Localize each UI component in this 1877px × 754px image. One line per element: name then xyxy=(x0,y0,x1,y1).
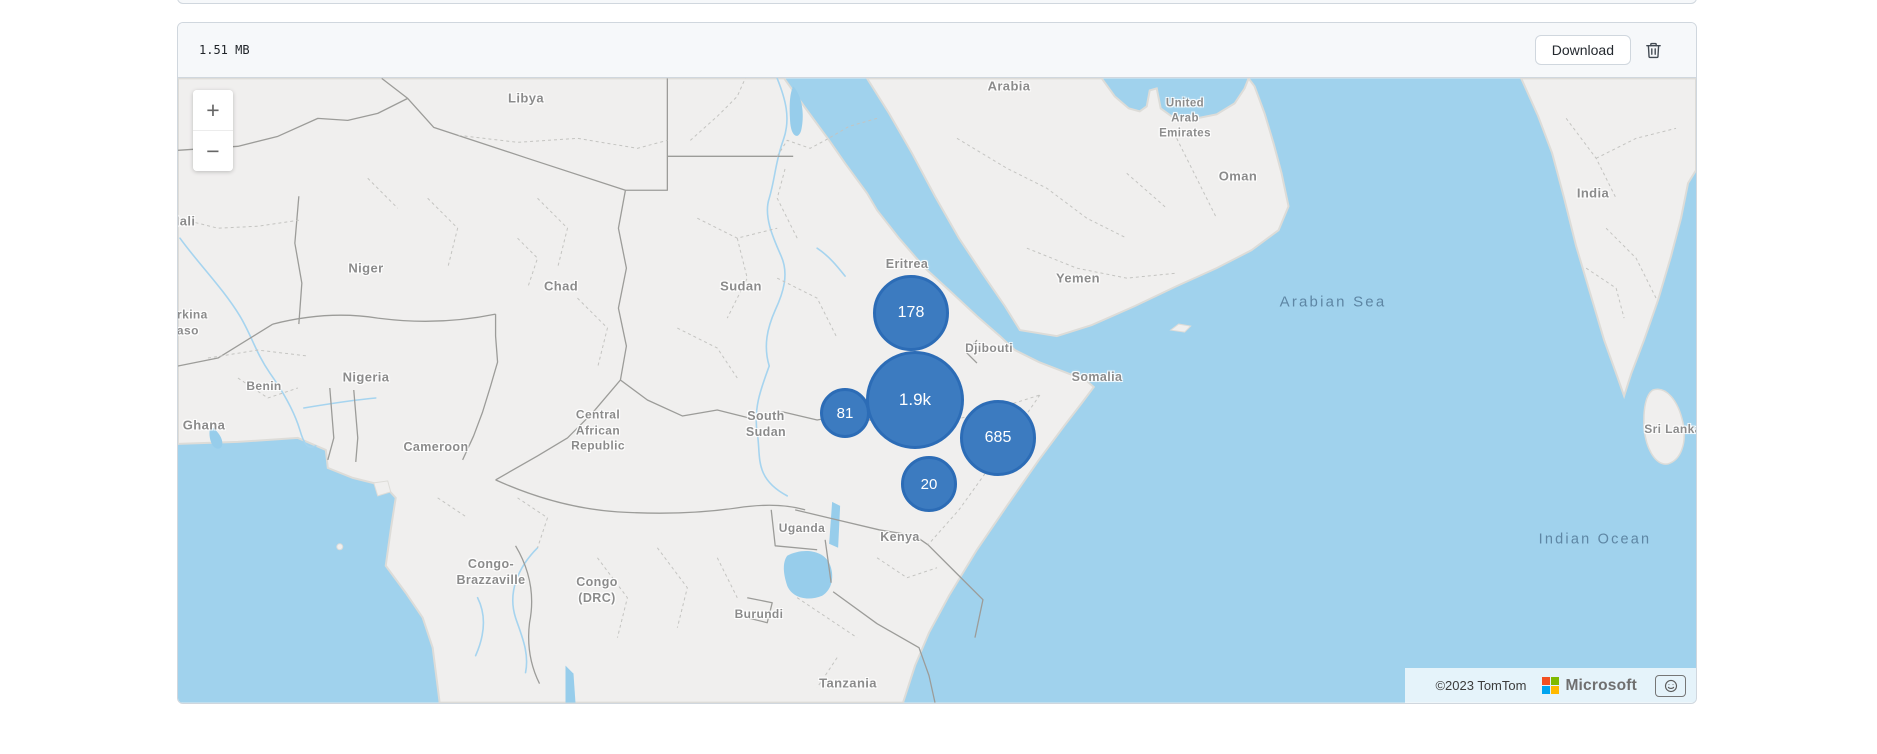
map-attribution: ©2023 TomTom Microsoft xyxy=(1405,668,1696,703)
island-sao-tome xyxy=(336,543,344,551)
landmass-sri-lanka xyxy=(1643,388,1685,465)
feedback-button[interactable] xyxy=(1655,674,1686,697)
borders-admin xyxy=(178,78,1677,688)
microsoft-brand: Microsoft xyxy=(1542,677,1637,695)
microsoft-label: Microsoft xyxy=(1565,676,1637,694)
rendered-output-card: 1.51 MB Download xyxy=(177,22,1697,704)
cluster-bubble-81[interactable]: 81 xyxy=(820,388,870,438)
cluster-bubble-685[interactable]: 685 xyxy=(960,400,1036,476)
file-size-label: 1.51 MB xyxy=(199,43,250,57)
zoom-in-button[interactable]: + xyxy=(193,90,233,130)
cluster-bubble-1-9k[interactable]: 1.9k xyxy=(866,351,964,449)
trash-icon xyxy=(1645,42,1662,59)
header-actions: Download xyxy=(1534,35,1678,65)
cluster-bubble-178[interactable]: 178 xyxy=(873,275,949,351)
cluster-bubble-20[interactable]: 20 xyxy=(901,456,957,512)
copyright-label: ©2023 TomTom xyxy=(1435,678,1527,693)
map-canvas[interactable]: Libya Arabia United Arab Emirates Oman India… xyxy=(178,78,1696,703)
zoom-out-button[interactable]: − xyxy=(193,131,233,171)
map-zoom-control: + − xyxy=(193,90,233,171)
previous-card-bottom-edge xyxy=(177,0,1697,4)
zoom-control-divider xyxy=(193,130,233,131)
card-header: 1.51 MB Download xyxy=(178,23,1696,78)
delete-button[interactable] xyxy=(1643,40,1664,61)
island-bioko xyxy=(373,480,392,497)
download-button[interactable]: Download xyxy=(1534,35,1631,65)
rivers xyxy=(179,78,846,674)
microsoft-logo-icon xyxy=(1542,677,1560,694)
map-geography xyxy=(178,78,1696,703)
island-socotra xyxy=(1169,323,1192,333)
borders-national xyxy=(178,78,984,703)
lakes xyxy=(209,86,841,703)
landmass-india xyxy=(1519,78,1696,400)
landmass-arabia xyxy=(865,78,1290,338)
smiley-icon xyxy=(1664,679,1678,693)
